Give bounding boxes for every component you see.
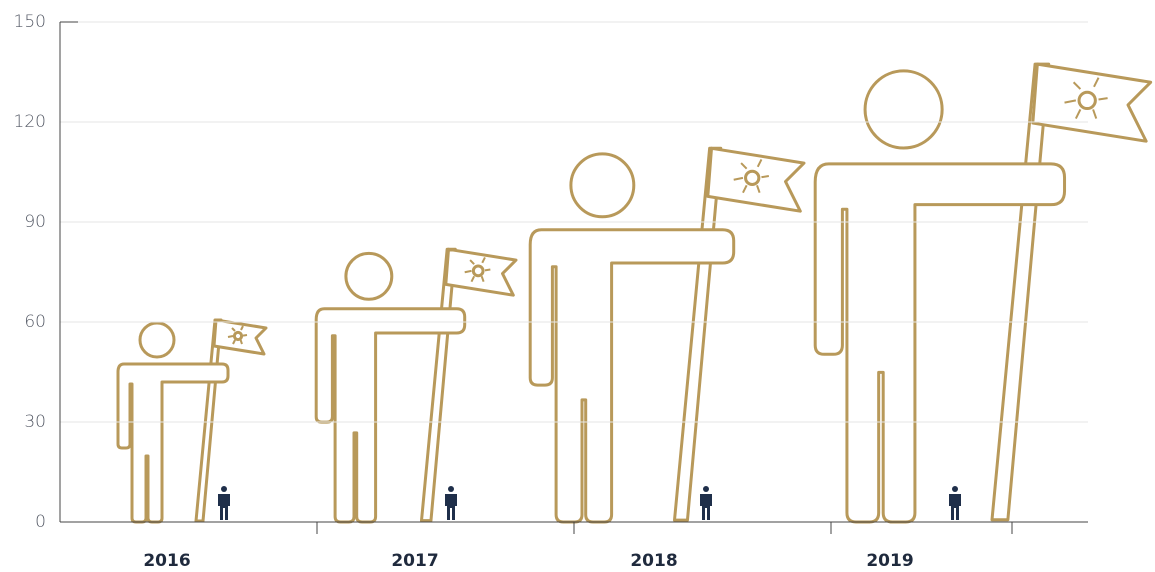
flag-pole [675,148,721,520]
head [346,253,392,299]
figure [118,320,266,522]
x-tick-label: 2019 [866,551,913,571]
sun-ray [761,176,768,177]
sun-ray [485,270,490,271]
flag-pole [992,64,1049,520]
y-tick-label: 0 [35,512,46,532]
head [571,154,634,217]
y-tick-label: 150 [14,12,46,32]
reference-figure [218,486,230,520]
reference-figure [700,486,712,520]
y-tick-label: 120 [14,112,46,132]
x-tick-label: 2017 [391,551,438,571]
flag-pole [196,320,221,521]
head [140,323,174,357]
sun-ray [465,271,472,272]
y-tick-label: 30 [24,412,46,432]
sun [234,332,241,339]
sun-ray [228,336,233,337]
figures [118,64,1151,522]
x-tick-label: 2016 [143,551,190,571]
figure [316,249,516,522]
x-tick-label: 2018 [630,551,677,571]
reference-figure [445,486,457,520]
sun-ray [1099,98,1108,99]
sun [473,266,483,276]
sun-ray [243,335,247,336]
figure [815,64,1150,522]
reference-figure [949,486,961,520]
sun [746,171,759,184]
sun-ray [241,340,242,344]
sun [1079,92,1095,108]
figure [530,148,804,522]
chart: 0 30 60 90 120 150 2016 2017 2018 2019 [0,0,1155,572]
y-tick-label: 90 [24,212,46,232]
head [865,71,942,148]
y-tick-label: 60 [24,312,46,332]
flag-pole [422,249,456,520]
